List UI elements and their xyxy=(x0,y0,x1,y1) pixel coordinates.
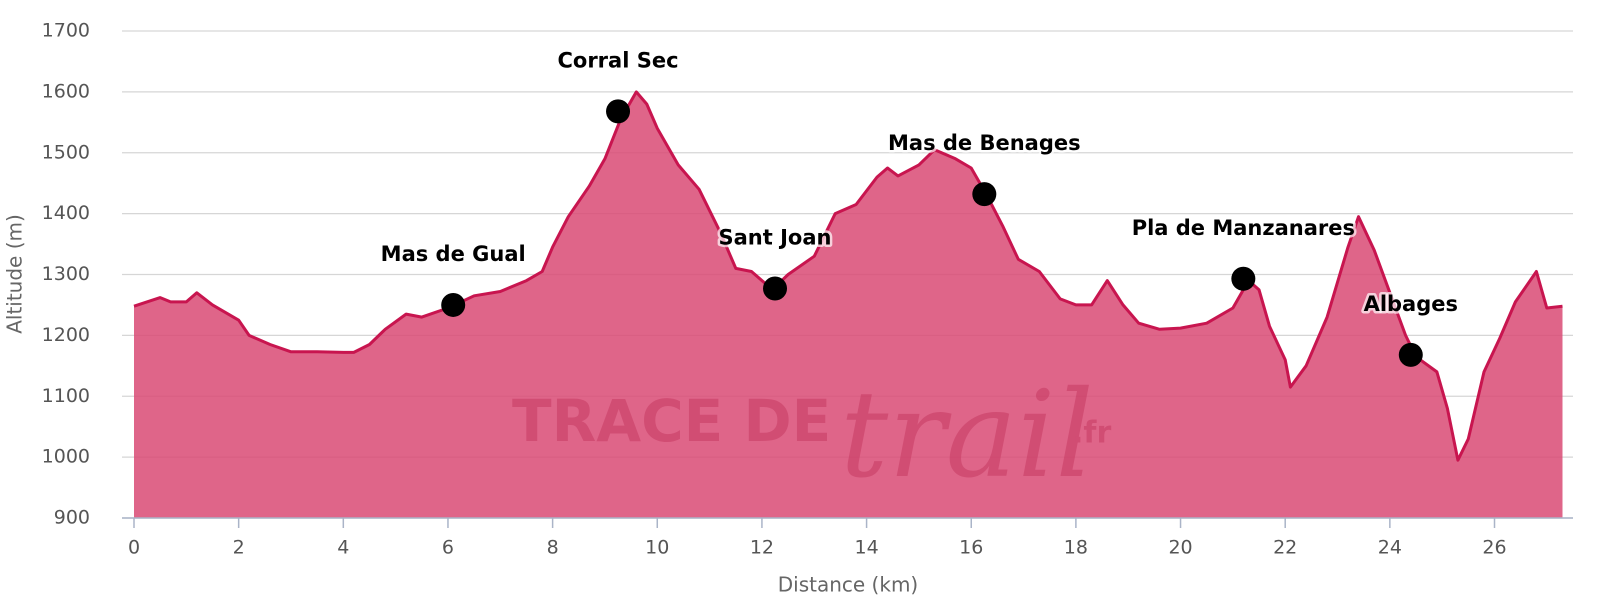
y-tick-label: 1700 xyxy=(42,20,90,42)
x-tick-label: 22 xyxy=(1273,537,1297,559)
watermark: TRACE DE trail.fr xyxy=(512,366,1111,505)
x-tick-label: 6 xyxy=(442,537,454,559)
watermark-text: TRACE DE xyxy=(512,387,831,455)
y-tick-label: 1100 xyxy=(42,385,90,407)
x-tick-label: 12 xyxy=(750,537,774,559)
waypoint-label: Sant Joan xyxy=(719,226,832,250)
waypoint-marker xyxy=(441,292,466,317)
waypoint-label: Albages xyxy=(1364,292,1458,316)
watermark-suffix: .fr xyxy=(1072,416,1111,451)
waypoint-label: Pla de Manzanares xyxy=(1132,216,1355,240)
y-tick-label: 1400 xyxy=(42,202,90,224)
x-tick-label: 14 xyxy=(854,537,878,559)
y-axis-title: Altitude (m) xyxy=(3,214,27,334)
x-tick-label: 20 xyxy=(1168,537,1192,559)
x-tick-label: 24 xyxy=(1378,537,1402,559)
waypoint-marker xyxy=(1231,266,1256,291)
x-tick-label: 10 xyxy=(645,537,669,559)
area-fill xyxy=(134,91,1563,519)
waypoint-marker xyxy=(763,276,788,301)
x-tick-label: 26 xyxy=(1482,537,1506,559)
waypoint-label: Mas de Benages xyxy=(888,131,1081,155)
x-axis-title: Distance (km) xyxy=(778,573,918,597)
y-tick-label: 1200 xyxy=(42,324,90,346)
x-tick-label: 4 xyxy=(337,537,349,559)
watermark-script: trail xyxy=(840,366,1094,505)
x-tick-label: 18 xyxy=(1064,537,1088,559)
waypoint-marker xyxy=(1398,342,1423,367)
y-tick-label: 1500 xyxy=(42,141,90,163)
x-tick-label: 8 xyxy=(547,537,559,559)
x-tick-label: 16 xyxy=(959,537,983,559)
x-tick-label: 0 xyxy=(128,537,140,559)
waypoint-marker xyxy=(606,99,631,124)
y-tick-label: 1000 xyxy=(42,446,90,468)
x-tick-label: 2 xyxy=(233,537,245,559)
y-tick-label: 900 xyxy=(54,507,90,529)
waypoint-label: Corral Sec xyxy=(557,48,678,72)
area-line xyxy=(133,90,1563,462)
waypoint-marker xyxy=(972,182,997,207)
y-tick-label: 1300 xyxy=(42,263,90,285)
y-tick-label: 1600 xyxy=(42,80,90,102)
waypoint-label: Mas de Gual xyxy=(381,242,526,266)
